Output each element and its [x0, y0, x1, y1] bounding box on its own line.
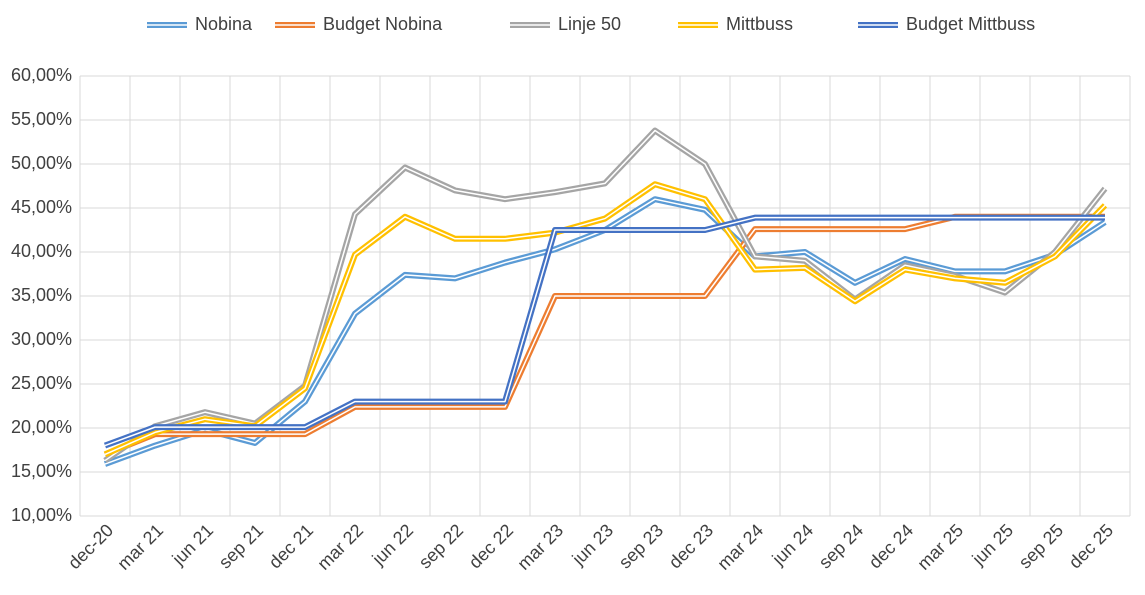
- x-tick-label: dec-20: [64, 520, 117, 573]
- x-tick-label: sep 22: [415, 520, 467, 572]
- x-tick-label: jun 21: [168, 520, 218, 570]
- y-tick-label: 45,00%: [11, 197, 72, 217]
- x-tick-label: dec 23: [665, 520, 717, 572]
- x-tick-label: mar 22: [313, 520, 367, 574]
- y-tick-label: 50,00%: [11, 153, 72, 173]
- legend-label: Budget Nobina: [323, 14, 443, 34]
- y-tick-label: 15,00%: [11, 461, 72, 481]
- series-line-inner: [104, 216, 1105, 456]
- legend-label: Mittbuss: [726, 14, 793, 34]
- x-tick-label: dec 21: [265, 520, 317, 572]
- legend-label: Budget Mittbuss: [906, 14, 1035, 34]
- y-tick-label: 55,00%: [11, 109, 72, 129]
- x-tick-label: mar 21: [113, 520, 167, 574]
- x-tick-label: jun 25: [968, 520, 1018, 570]
- y-tick-label: 20,00%: [11, 417, 72, 437]
- legend-label: Nobina: [195, 14, 253, 34]
- y-tick-label: 10,00%: [11, 505, 72, 525]
- legend-label: Linje 50: [558, 14, 621, 34]
- x-tick-label: jun 23: [568, 520, 618, 570]
- series-line-inner: [104, 216, 1105, 447]
- x-tick-label: jun 22: [368, 520, 418, 570]
- x-tick-label: dec 25: [1065, 520, 1117, 572]
- series-line-inner: [104, 183, 1106, 456]
- series-line: [103, 181, 1108, 458]
- y-tick-label: 35,00%: [11, 285, 72, 305]
- x-tick-label: dec 22: [465, 520, 517, 572]
- y-tick-label: 40,00%: [11, 241, 72, 261]
- x-tick-label: jun 24: [768, 520, 818, 570]
- x-tick-label: sep 23: [615, 520, 667, 572]
- x-tick-label: mar 25: [913, 520, 967, 574]
- x-tick-label: mar 23: [513, 520, 567, 574]
- x-tick-label: sep 25: [1015, 520, 1067, 572]
- x-tick-label: sep 24: [815, 520, 867, 572]
- y-tick-label: 60,00%: [11, 65, 72, 85]
- y-tick-label: 25,00%: [11, 373, 72, 393]
- y-tick-label: 30,00%: [11, 329, 72, 349]
- x-tick-label: sep 21: [215, 520, 267, 572]
- x-tick-label: mar 24: [713, 520, 767, 574]
- x-tick-label: dec 24: [865, 520, 917, 572]
